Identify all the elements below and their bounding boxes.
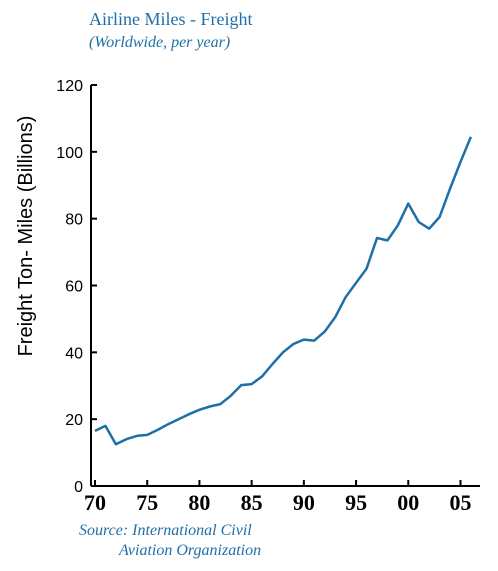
x-tick-label: 95 bbox=[345, 490, 367, 515]
x-tick-label: 75 bbox=[136, 490, 158, 515]
y-ticks: 0 20 40 60 80 100 120 bbox=[56, 78, 97, 496]
y-axis-label: Freight Ton- Miles (Billions) bbox=[15, 116, 37, 357]
x-tick-label: 70 bbox=[84, 490, 106, 515]
y-tick-label: 80 bbox=[65, 212, 83, 229]
x-ticks: 70 75 80 85 90 95 00 05 bbox=[84, 480, 472, 515]
y-tick-label: 100 bbox=[56, 145, 83, 162]
y-tick-label: 40 bbox=[65, 345, 83, 362]
source-line-2: Aviation Organization bbox=[119, 542, 262, 559]
chart-title: Airline Miles - Freight bbox=[89, 9, 253, 29]
y-tick-label: 20 bbox=[65, 412, 83, 429]
axes bbox=[90, 85, 480, 487]
x-tick-label: 90 bbox=[293, 490, 315, 515]
source-line-1: Source: International Civil bbox=[79, 522, 252, 539]
x-tick-label: 80 bbox=[188, 490, 210, 515]
x-tick-label: 85 bbox=[241, 490, 263, 515]
y-tick-label: 120 bbox=[56, 78, 83, 95]
x-tick-label: 05 bbox=[450, 490, 472, 515]
series-line bbox=[94, 136, 473, 446]
y-tick-label: 60 bbox=[65, 279, 83, 296]
x-tick-label: 00 bbox=[397, 490, 419, 515]
chart-subtitle: (Worldwide, per year) bbox=[89, 34, 231, 51]
y-tick-label: 0 bbox=[74, 479, 83, 496]
